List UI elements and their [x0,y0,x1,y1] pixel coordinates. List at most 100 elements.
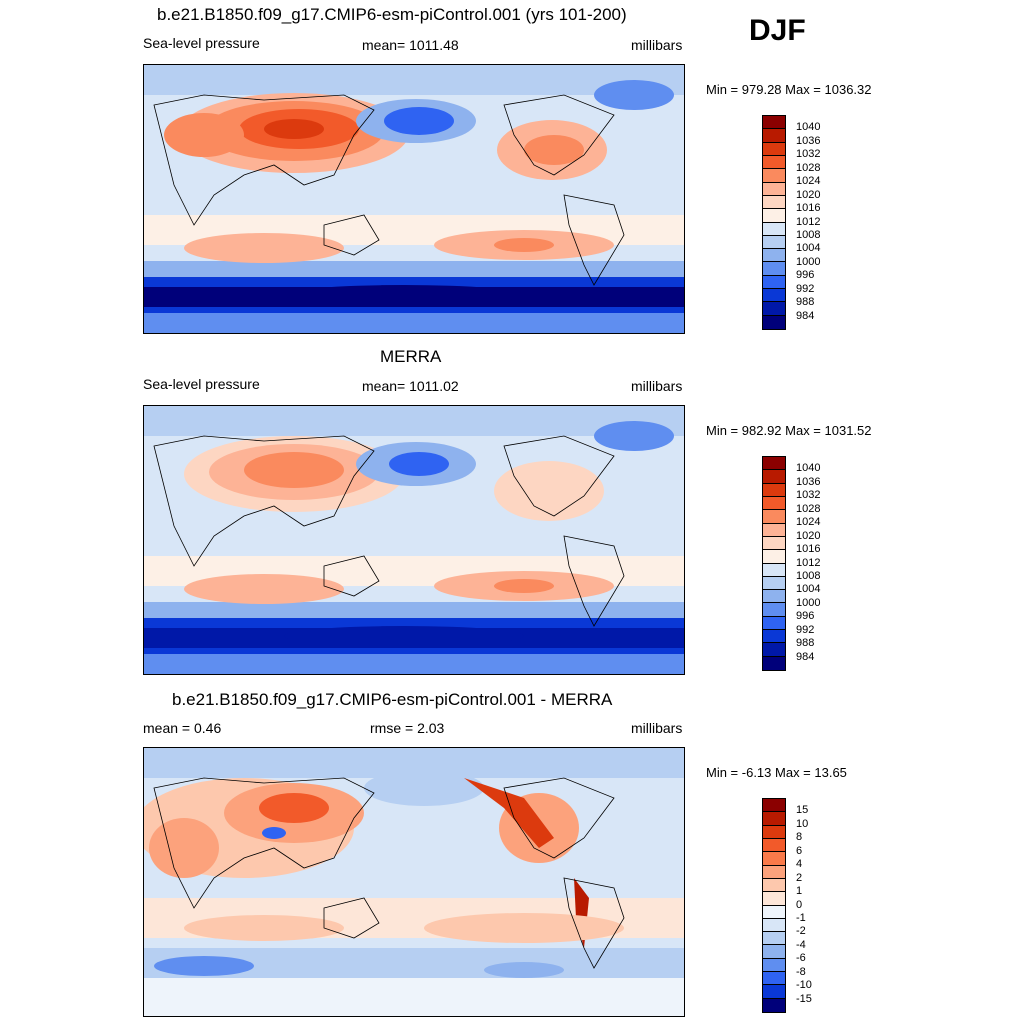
colorbar-tick-label: 6 [796,844,803,857]
colorbar-swatch [763,457,785,471]
colorbar-tick-label: 1012 [796,215,821,228]
panel3-mean-label: mean = 0.46 [143,720,222,736]
colorbar-tick-label: -10 [796,979,812,992]
panel3-units-label: millibars [631,720,683,736]
colorbar-tick-label: 1032 [796,148,821,161]
colorbar-tick-label: 1012 [796,556,821,569]
colorbar-swatch [763,958,785,973]
colorbar-tick-label: 992 [796,623,815,636]
colorbar-tick-label: 1040 [796,462,821,475]
colorbar-swatch [763,235,785,250]
colorbar-tick-label: 1028 [796,161,821,174]
colorbar-tick-label: 1 [796,885,803,898]
colorbar-swatch [763,918,785,933]
panel2-slp-map [143,405,685,675]
colorbar-swatch [763,643,785,657]
colorbar-tick-label: 984 [796,309,815,322]
colorbar-swatch [763,945,785,959]
panel2-minmax: Min = 982.92 Max = 1031.52 [706,423,872,438]
panel1-units-label: millibars [631,37,683,53]
panel1-minmax: Min = 979.28 Max = 1036.32 [706,82,872,97]
colorbar-tick-label: 1008 [796,569,821,582]
colorbar-tick-label: 992 [796,282,815,295]
colorbar-swatch [763,222,785,236]
colorbar-tick-label: -1 [796,911,806,924]
colorbar-swatch [763,852,785,866]
colorbar-swatch [763,155,785,170]
colorbar-swatch [763,563,785,577]
colorbar-tick-label: 996 [796,269,815,282]
colorbar-tick-label: 988 [796,296,815,309]
colorbar-tick-label: -6 [796,952,806,965]
colorbar-swatch [763,289,785,303]
colorbar-tick-label: 988 [796,637,815,650]
colorbar-tick-label: 1032 [796,489,821,502]
colorbar-swatch [763,878,785,893]
colorbar-swatch [763,656,785,670]
colorbar-swatch [763,985,785,999]
colorbar-swatch [763,142,785,156]
colorbar-swatch [763,905,785,919]
colorbar-tick-label: 1004 [796,583,821,596]
colorbar-swatch [763,630,785,644]
colorbar-swatch [763,169,785,183]
colorbar-tick-label: -4 [796,938,806,951]
colorbar-tick-label: 1020 [796,529,821,542]
colorbar-tick-label: 1000 [796,596,821,609]
colorbar-tick-label: 1020 [796,188,821,201]
panel3-rmse-label: rmse = 2.03 [370,720,445,736]
colorbar-tick-label: 1036 [796,134,821,147]
colorbar-tick-label: 0 [796,898,803,911]
colorbar-tick-label: 2 [796,871,803,884]
colorbar-swatch [763,550,785,564]
colorbar-swatch [763,302,785,316]
colorbar-swatch [763,182,785,196]
colorbar-tick-label: 1036 [796,475,821,488]
panel1-colorbar [762,115,786,330]
colorbar-swatch [763,972,785,986]
colorbar-swatch [763,315,785,329]
panel3-minmax: Min = -6.13 Max = 13.65 [706,765,847,780]
panel1-slp-map [143,64,685,334]
colorbar-swatch [763,812,785,826]
colorbar-swatch [763,275,785,290]
colorbar-swatch [763,262,785,276]
colorbar-swatch [763,483,785,497]
colorbar-swatch [763,116,785,130]
colorbar-tick-label: -2 [796,925,806,938]
colorbar-tick-label: 984 [796,650,815,663]
colorbar-tick-label: 15 [796,804,809,817]
colorbar-swatch [763,209,785,223]
colorbar-swatch [763,998,785,1012]
panel2-variable-label: Sea-level pressure [143,376,260,392]
colorbar-tick-label: -15 [796,992,812,1005]
colorbar-swatch [763,470,785,484]
panel3-difference-map [143,747,685,1017]
panel2-units-label: millibars [631,378,683,394]
colorbar-tick-label: 1028 [796,502,821,515]
colorbar-tick-label: 1024 [796,516,821,529]
panel3-title: b.e21.B1850.f09_g17.CMIP6-esm-piControl.… [172,690,613,709]
colorbar-swatch [763,496,785,511]
colorbar-swatch [763,825,785,839]
panel2-title: MERRA [380,347,442,366]
colorbar-tick-label: 8 [796,831,803,844]
panel2-mean-label: mean= 1011.02 [362,378,459,394]
panel2-colorbar [762,456,786,671]
colorbar-tick-label: 4 [796,858,803,871]
colorbar-swatch [763,195,785,210]
colorbar-swatch [763,536,785,551]
panel3-colorbar [762,798,786,1013]
colorbar-swatch [763,932,785,946]
colorbar-swatch [763,892,785,906]
colorbar-swatch [763,865,785,879]
panel1-variable-label: Sea-level pressure [143,35,260,51]
colorbar-tick-label: 1016 [796,543,821,556]
colorbar-tick-label: 1000 [796,255,821,268]
colorbar-swatch [763,249,785,263]
colorbar-tick-label: 1004 [796,242,821,255]
colorbar-swatch [763,799,785,813]
colorbar-swatch [763,129,785,143]
colorbar-swatch [763,603,785,617]
colorbar-tick-label: 10 [796,817,809,830]
